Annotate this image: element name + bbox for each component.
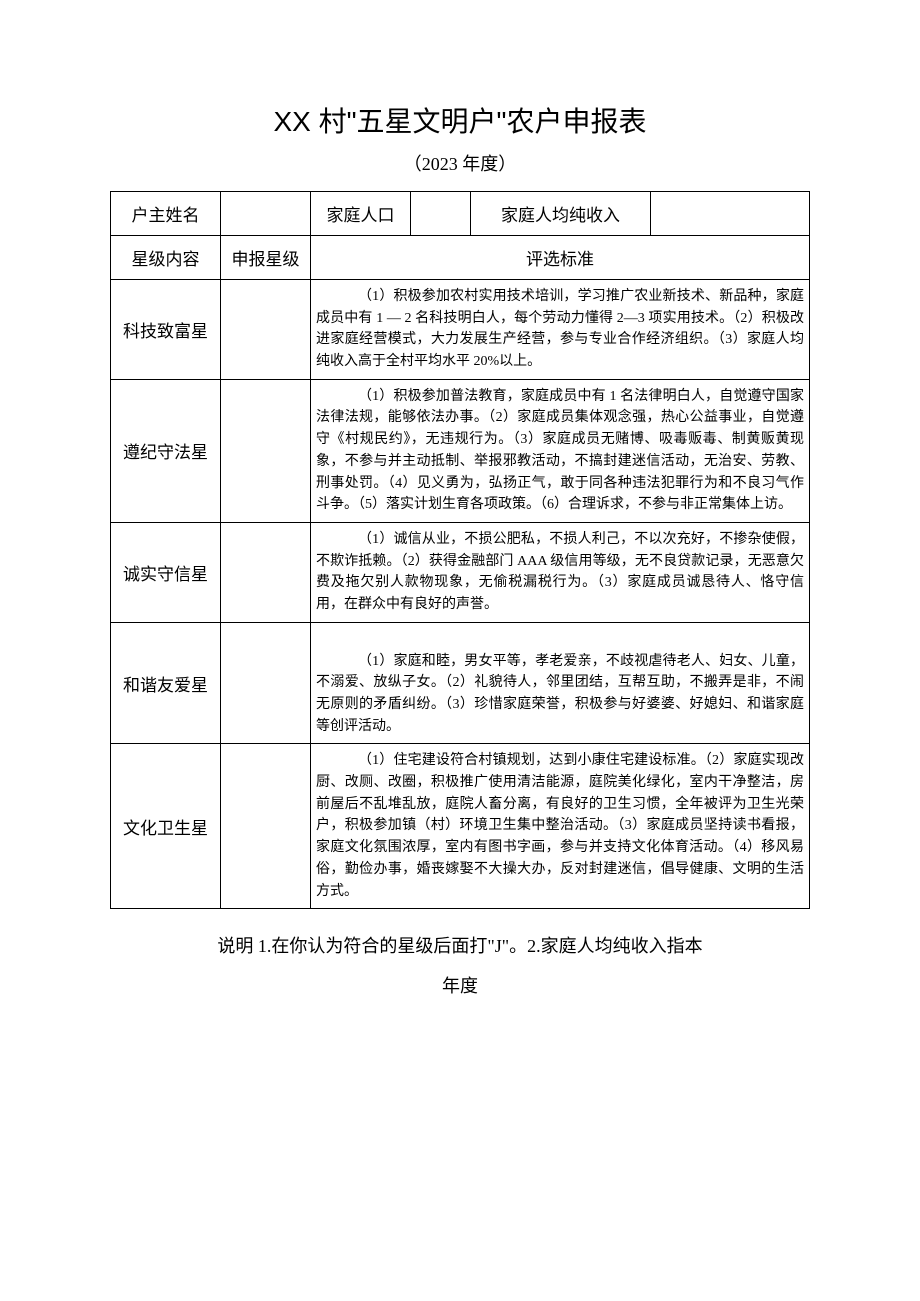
star-level-1[interactable] — [221, 379, 311, 522]
header-income: 家庭人均纯收入 — [471, 192, 651, 236]
year-subtitle: （2023 年度） — [110, 150, 810, 176]
star-name-3: 和谐友爱星 — [111, 622, 221, 744]
application-form-table: 户主姓名 家庭人口 家庭人均纯收入 星级内容 申报星级 评选标准 科技致富星 （… — [110, 191, 810, 909]
income-value[interactable] — [651, 192, 810, 236]
star-name-0: 科技致富星 — [111, 280, 221, 380]
table-row: 和谐友爱星 （1）家庭和睦，男女平等，孝老爱亲，不歧视虐待老人、妇女、儿童，不溺… — [111, 622, 810, 744]
householder-value[interactable] — [221, 192, 311, 236]
footer-line-2: 年度 — [110, 967, 810, 1007]
table-header-row-2: 星级内容 申报星级 评选标准 — [111, 236, 810, 280]
header-householder: 户主姓名 — [111, 192, 221, 236]
star-criteria-4: （1）住宅建设符合村镇规划，达到小康住宅建设标准。（2）家庭实现改厨、改厕、改圈… — [311, 744, 810, 909]
table-row: 文化卫生星 （1）住宅建设符合村镇规划，达到小康住宅建设标准。（2）家庭实现改厨… — [111, 744, 810, 909]
population-value[interactable] — [411, 192, 471, 236]
star-criteria-0: （1）积极参加农村实用技术培训，学习推广农业新技术、新品种，家庭成员中有 1 —… — [311, 280, 810, 380]
star-criteria-3: （1）家庭和睦，男女平等，孝老爱亲，不歧视虐待老人、妇女、儿童，不溺爱、放纵子女… — [311, 622, 810, 744]
table-header-row-1: 户主姓名 家庭人口 家庭人均纯收入 — [111, 192, 810, 236]
star-level-0[interactable] — [221, 280, 311, 380]
table-row: 科技致富星 （1）积极参加农村实用技术培训，学习推广农业新技术、新品种，家庭成员… — [111, 280, 810, 380]
star-name-2: 诚实守信星 — [111, 522, 221, 622]
header-apply-level: 申报星级 — [221, 236, 311, 280]
table-row: 遵纪守法星 （1）积极参加普法教育，家庭成员中有 1 名法律明白人，自觉遵守国家… — [111, 379, 810, 522]
footer-note: 说明 1.在你认为符合的星级后面打"J"。2.家庭人均纯收入指本 年度 — [110, 927, 810, 1006]
star-name-4: 文化卫生星 — [111, 744, 221, 909]
star-criteria-2: （1）诚信从业，不损公肥私，不损人利己，不以次充好，不掺杂使假，不欺诈抵赖。（2… — [311, 522, 810, 622]
header-star-content: 星级内容 — [111, 236, 221, 280]
star-name-1: 遵纪守法星 — [111, 379, 221, 522]
header-population: 家庭人口 — [311, 192, 411, 236]
footer-line-1: 说明 1.在你认为符合的星级后面打"J"。2.家庭人均纯收入指本 — [110, 927, 810, 967]
star-level-4[interactable] — [221, 744, 311, 909]
page-title: XX 村"五星文明户"农户申报表 — [110, 100, 810, 140]
star-level-3[interactable] — [221, 622, 311, 744]
header-criteria: 评选标准 — [311, 236, 810, 280]
star-criteria-1: （1）积极参加普法教育，家庭成员中有 1 名法律明白人，自觉遵守国家法律法规，能… — [311, 379, 810, 522]
table-row: 诚实守信星 （1）诚信从业，不损公肥私，不损人利己，不以次充好，不掺杂使假，不欺… — [111, 522, 810, 622]
star-level-2[interactable] — [221, 522, 311, 622]
